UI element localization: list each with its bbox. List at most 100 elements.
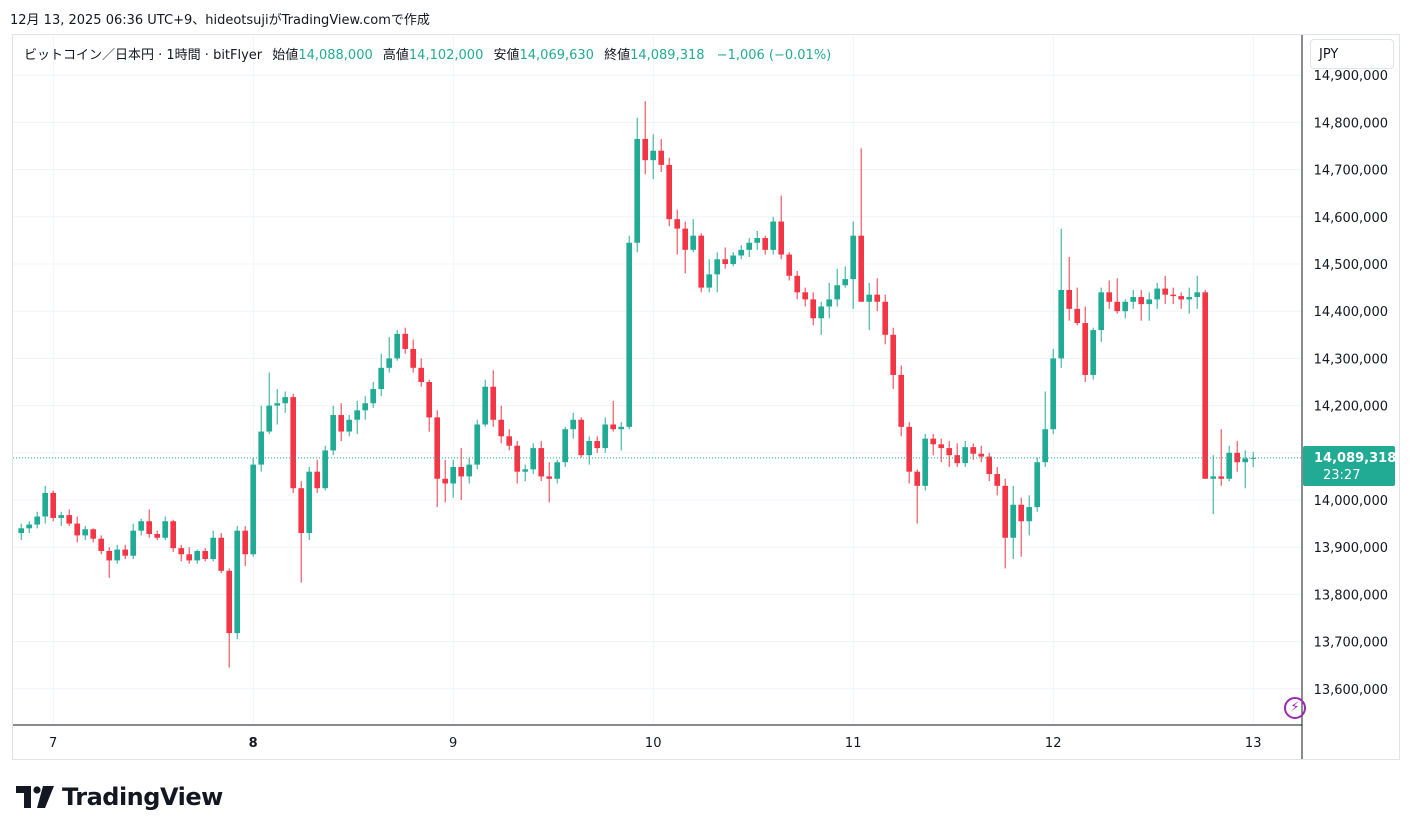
candle-body xyxy=(1066,289,1072,309)
candle-body xyxy=(258,431,264,465)
y-tick-label: 14,900,000 xyxy=(1314,69,1388,84)
y-tick-label: 14,500,000 xyxy=(1314,258,1388,273)
candle-body xyxy=(626,242,632,427)
candle-body xyxy=(658,150,664,165)
last-price-value: 14,089,318 xyxy=(1314,451,1397,466)
chart-caption: 12月 13, 2025 06:36 UTC+9、hideotsujiがTrad… xyxy=(10,13,430,28)
candle-body xyxy=(418,367,424,382)
symbol-info[interactable]: ビットコイン／日本円 · 1時間 · bitFlyer xyxy=(24,48,263,63)
candle-body xyxy=(1242,458,1248,463)
candle-body xyxy=(522,469,528,472)
candle-body xyxy=(634,138,640,243)
candle-body xyxy=(1050,358,1056,430)
candle-body xyxy=(154,533,160,538)
y-tick-label: 14,600,000 xyxy=(1314,211,1388,226)
candle-body xyxy=(282,397,288,404)
candle-body xyxy=(426,382,432,418)
candle-body xyxy=(698,235,704,288)
candle-body xyxy=(858,235,864,302)
candle-body xyxy=(802,292,808,300)
candle-body xyxy=(938,444,944,449)
candle-body xyxy=(1058,289,1064,359)
x-tick-label: 11 xyxy=(845,736,862,751)
y-tick-label: 14,800,000 xyxy=(1314,116,1388,131)
brand-name: TradingView xyxy=(62,783,223,811)
candle-body xyxy=(1114,301,1120,312)
candle-body xyxy=(370,389,376,404)
candle-body xyxy=(306,471,312,534)
candle-body xyxy=(1098,292,1104,331)
candle-body xyxy=(1010,504,1016,538)
y-tick-label: 13,700,000 xyxy=(1314,636,1388,651)
y-tick-label: 14,700,000 xyxy=(1314,164,1388,179)
candle-body xyxy=(1074,308,1080,323)
candle-body xyxy=(458,466,464,477)
candle-body xyxy=(1002,485,1008,538)
candle-body xyxy=(850,235,856,280)
candle-body xyxy=(666,164,672,220)
x-tick-label: 7 xyxy=(49,736,57,751)
candle-body xyxy=(778,221,784,255)
candle-body xyxy=(490,386,496,420)
candle-body xyxy=(498,419,504,437)
candle-body xyxy=(1226,452,1232,479)
candle-body xyxy=(314,471,320,489)
candle-body xyxy=(242,530,248,555)
candle-body xyxy=(610,424,616,430)
candle-body xyxy=(42,492,48,517)
candle-body xyxy=(570,419,576,430)
candle-body xyxy=(26,524,32,529)
candle-body xyxy=(482,386,488,425)
currency-button[interactable]: JPY xyxy=(1310,39,1394,69)
candle-body xyxy=(338,415,344,432)
candle-body xyxy=(514,445,520,472)
y-tick-label: 14,400,000 xyxy=(1314,305,1388,320)
candle-body xyxy=(170,521,176,549)
candle-body xyxy=(842,279,848,286)
candle-body xyxy=(50,492,56,518)
candle-body xyxy=(794,275,800,293)
candle-body xyxy=(98,538,104,551)
tradingview-mark-icon xyxy=(16,786,54,808)
candle-body xyxy=(386,358,392,368)
last-price-tag: 14,089,318 23:27 xyxy=(1303,446,1397,486)
candle-body xyxy=(770,221,776,250)
candle-body xyxy=(1154,288,1160,300)
x-tick-label: 13 xyxy=(1245,736,1262,751)
candle-body xyxy=(706,274,712,288)
candle-body xyxy=(754,238,760,243)
candle-body xyxy=(530,448,536,470)
candle-body xyxy=(1018,504,1024,522)
candle-body xyxy=(1090,330,1096,375)
candle-body xyxy=(786,254,792,276)
candle-body xyxy=(674,219,680,229)
tradingview-logo[interactable]: TradingView xyxy=(16,782,223,812)
bar-countdown: 23:27 xyxy=(1323,468,1361,483)
y-tick-label: 13,900,000 xyxy=(1314,541,1388,556)
candle-body xyxy=(890,334,896,375)
candle-body xyxy=(946,448,952,456)
candle-body xyxy=(986,456,992,475)
candle-body xyxy=(122,549,128,556)
candle-body xyxy=(298,488,304,534)
candle-body xyxy=(162,521,168,538)
high-value: 14,102,000 xyxy=(408,48,484,63)
candle-body xyxy=(178,548,184,555)
candle-body xyxy=(434,417,440,479)
ohlc-legend: ビットコイン／日本円 · 1時間 · bitFlyer 始値14,088,000… xyxy=(24,44,831,63)
candle-body xyxy=(930,438,936,445)
candle-body xyxy=(146,521,152,534)
candle-body xyxy=(210,537,216,559)
candle-body xyxy=(394,333,400,359)
candle-body xyxy=(1042,429,1048,463)
lightning-icon[interactable]: ⚡ xyxy=(1284,697,1306,719)
candle-body xyxy=(250,464,256,555)
candle-body xyxy=(138,521,144,531)
close-label: 終値 xyxy=(604,48,631,63)
y-tick-label: 14,000,000 xyxy=(1314,494,1388,509)
candle-body xyxy=(746,242,752,250)
x-tick-label: 8 xyxy=(249,736,258,751)
candle-body xyxy=(1202,292,1208,479)
candle-body xyxy=(218,537,224,571)
